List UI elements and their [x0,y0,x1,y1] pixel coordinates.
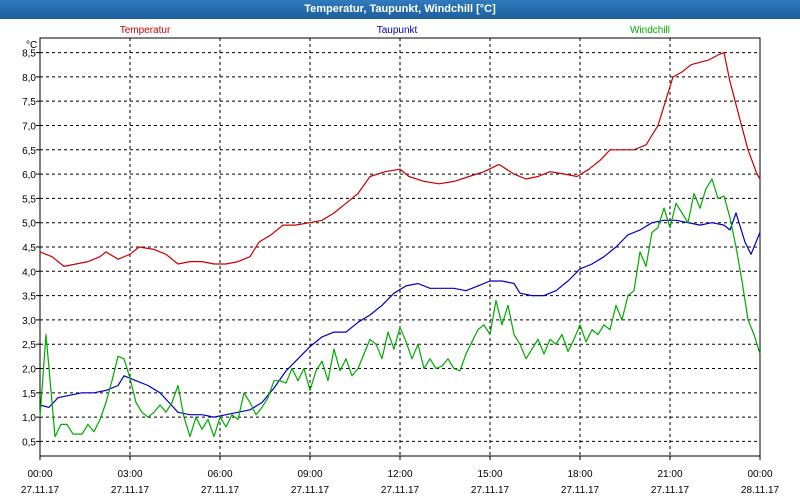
y-tick-label: 3,0 [22,316,36,327]
series-lines [39,52,761,438]
y-tick-label: 1,5 [22,389,36,400]
x-tick-time: 09:00 [297,469,322,480]
y-axis-label: °C [26,40,37,51]
y-tick-label: 3,5 [22,292,36,303]
x-axis-ticks: 00:00 27.11.17 03:00 27.11.17 06:00 27.11.17 0… [21,456,780,496]
series-line-taupunkt [39,212,761,418]
x-tick-date: 28.11.17 [741,485,780,496]
x-tick-date: 27.11.17 [651,485,690,496]
y-tick-label: 6,5 [22,146,36,157]
x-tick-time: 21:00 [657,469,682,480]
x-tick-time: 00:00 [27,469,52,480]
y-tick-label: 5,5 [22,194,36,205]
x-tick-date: 27.11.17 [381,485,420,496]
y-tick-label: 0,5 [22,437,36,448]
grid-lines [40,38,760,456]
y-tick-label: 8,0 [22,73,36,84]
x-tick-time: 18:00 [567,469,592,480]
legend-entry-temperatur: Temperatur [120,25,171,36]
y-tick-label: 1,0 [22,413,36,424]
y-tick-label: 7,5 [22,97,36,108]
x-tick-time: 03:00 [117,469,142,480]
y-tick-label: 2,0 [22,365,36,376]
y-axis-ticks: 8,5 8,0 7,5 7,0 6,5 6,0 5,5 5,0 4,5 4,0 3,5 3,0 2,5 2… [22,49,40,448]
y-tick-label: 7,0 [22,121,36,132]
y-tick-label: 6,0 [22,170,36,181]
x-tick-date: 27.11.17 [21,485,60,496]
y-tick-label: 4,5 [22,243,36,254]
series-line-temperatur [39,52,761,267]
y-tick-label: 8,5 [22,49,36,60]
y-tick-label: 4,0 [22,267,36,278]
x-tick-time: 15:00 [477,469,502,480]
series-line-windchill [39,178,761,438]
x-tick-date: 27.11.17 [201,485,240,496]
x-tick-date: 27.11.17 [111,485,150,496]
x-tick-date: 27.11.17 [561,485,600,496]
window-title: Temperatur, Taupunkt, Windchill [°C] [0,0,800,19]
y-tick-label: 2,5 [22,340,36,351]
x-tick-time: 06:00 [207,469,232,480]
x-tick-date: 27.11.17 [291,485,330,496]
legend-entry-taupunkt: Taupunkt [377,25,418,36]
y-tick-label: 5,0 [22,219,36,230]
x-tick-date: 27.11.17 [471,485,510,496]
x-tick-time: 12:00 [387,469,412,480]
x-tick-time: 00:00 [747,469,772,480]
legend: Temperatur Taupunkt Windchill [120,25,670,36]
legend-entry-windchill: Windchill [630,25,670,36]
